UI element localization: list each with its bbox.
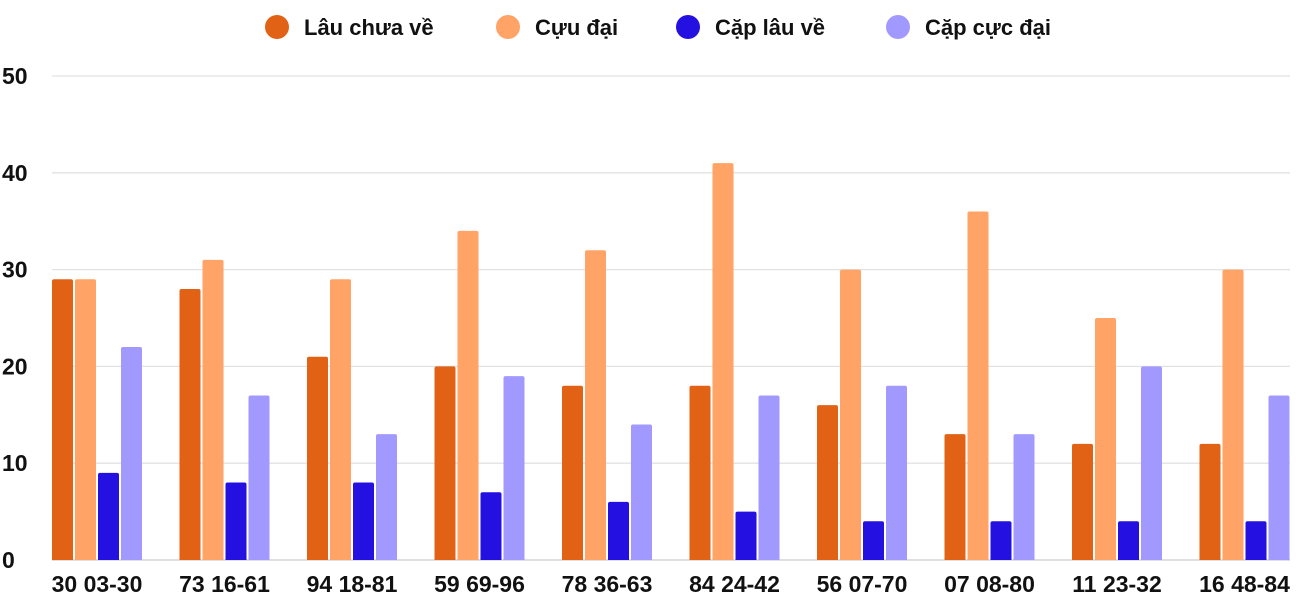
legend-item: Cặp cực đại bbox=[886, 15, 1051, 40]
bar-Cặp lâu về bbox=[1118, 521, 1139, 560]
bar-Cặp lâu về bbox=[225, 482, 247, 560]
bar-Cựu đại bbox=[585, 250, 606, 561]
bar-Cặp lâu về bbox=[990, 521, 1012, 560]
x-tick-label: 30 03-30 bbox=[52, 571, 143, 597]
bar-Cặp cực đại bbox=[1268, 395, 1290, 560]
x-tick-label: 94 18-81 bbox=[307, 571, 398, 597]
bar-Cặp lâu về bbox=[98, 472, 119, 560]
legend-swatch bbox=[676, 15, 700, 39]
bar-Cặp cực đại bbox=[248, 395, 270, 560]
y-tick-label: 30 bbox=[2, 257, 28, 283]
bar-Cựu đại bbox=[202, 259, 224, 560]
legend-item: Lâu chưa về bbox=[265, 15, 434, 40]
legend-item: Cặp lâu về bbox=[676, 15, 825, 40]
x-tick-label: 56 07-70 bbox=[817, 571, 908, 597]
bar-Lâu chưa về bbox=[944, 434, 966, 560]
bar-Cựu đại bbox=[712, 163, 734, 560]
y-tick-label: 20 bbox=[2, 353, 28, 379]
bar-Lâu chưa về bbox=[689, 385, 711, 560]
bar-Cặp cực đại bbox=[1141, 366, 1162, 560]
x-axis: 30 03-30 73 16-61 94 18-81 59 69-96 78 36-63… bbox=[52, 571, 1291, 597]
legend: Lâu chưa về Cựu đại Cặp lâu về Cặp cực đại bbox=[265, 15, 1051, 40]
y-tick-label: 40 bbox=[2, 160, 28, 186]
bar-Lâu chưa về bbox=[817, 405, 838, 560]
x-tick-label: 73 16-61 bbox=[179, 571, 270, 597]
bar-Cựu đại bbox=[1095, 318, 1116, 560]
bar-Cựu đại bbox=[967, 211, 989, 560]
legend-swatch bbox=[496, 15, 520, 39]
bar-Cặp lâu về bbox=[608, 501, 629, 560]
bar-Cựu đại bbox=[457, 230, 479, 560]
x-tick-label: 84 24-42 bbox=[689, 571, 780, 597]
bar-Cặp cực đại bbox=[1013, 434, 1035, 560]
x-tick-label: 07 08-80 bbox=[944, 571, 1035, 597]
bar-Cặp cực đại bbox=[121, 347, 142, 560]
legend-item: Cựu đại bbox=[496, 15, 618, 40]
bar-Lâu chưa về bbox=[562, 385, 583, 560]
legend-label: Lâu chưa về bbox=[304, 15, 434, 40]
bar-Lâu chưa về bbox=[307, 356, 328, 560]
x-tick-label: 59 69-96 bbox=[434, 571, 525, 597]
x-tick-label: 78 36-63 bbox=[562, 571, 653, 597]
bar-Lâu chưa về bbox=[1199, 443, 1221, 560]
y-tick-label: 0 bbox=[2, 547, 15, 573]
bar-Cựu đại bbox=[840, 269, 861, 560]
bars bbox=[52, 163, 1290, 561]
bar-Cặp lâu về bbox=[480, 492, 502, 560]
legend-label: Cặp cực đại bbox=[925, 15, 1051, 40]
bar-Cặp cực đại bbox=[503, 376, 525, 560]
y-axis: 0 10 20 30 40 50 bbox=[2, 63, 28, 573]
bar-Lâu chưa về bbox=[179, 288, 201, 560]
x-tick-label: 16 48-84 bbox=[1199, 571, 1290, 597]
legend-label: Cựu đại bbox=[535, 15, 618, 40]
y-tick-label: 50 bbox=[2, 63, 28, 89]
x-tick-label: 11 23-32 bbox=[1072, 571, 1162, 597]
bar-Lâu chưa về bbox=[434, 366, 456, 560]
bar-Cựu đại bbox=[75, 279, 96, 560]
bar-Lâu chưa về bbox=[52, 279, 73, 560]
bar-Cặp cực đại bbox=[886, 385, 907, 560]
bar-Lâu chưa về bbox=[1072, 443, 1093, 560]
bar-Cặp cực đại bbox=[758, 395, 780, 560]
bar-Cặp lâu về bbox=[353, 482, 374, 560]
bar-Cựu đại bbox=[330, 279, 351, 560]
y-tick-label: 10 bbox=[2, 450, 28, 476]
bar-Cặp lâu về bbox=[863, 521, 884, 560]
legend-swatch bbox=[265, 15, 289, 39]
bar-Cặp lâu về bbox=[1245, 521, 1267, 560]
bar-Cặp cực đại bbox=[376, 434, 397, 560]
bar-Cặp cực đại bbox=[631, 424, 652, 560]
bar-Cựu đại bbox=[1222, 269, 1244, 560]
legend-label: Cặp lâu về bbox=[715, 15, 825, 40]
legend-swatch bbox=[886, 15, 910, 39]
bar-Cặp lâu về bbox=[735, 511, 757, 560]
